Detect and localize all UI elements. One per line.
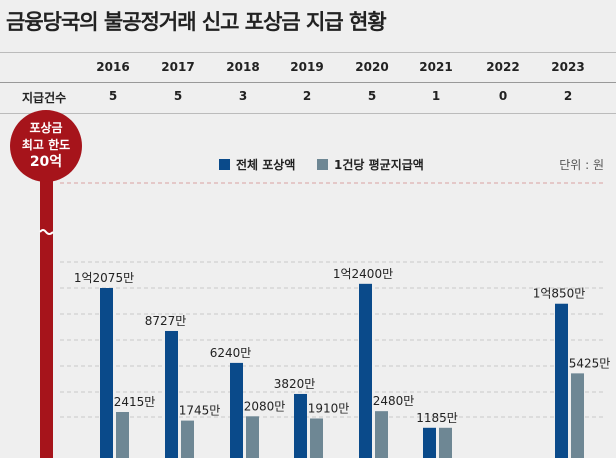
badge-line: 최고 한도 bbox=[21, 138, 71, 152]
data-label: 3820만 bbox=[274, 377, 316, 391]
bar-avg bbox=[246, 416, 259, 458]
count-value: 5 bbox=[173, 89, 183, 103]
data-label: 2080만 bbox=[244, 399, 286, 413]
bar-avg bbox=[116, 412, 129, 458]
year-label: 2022 bbox=[486, 60, 520, 74]
unit-label: 단위 : 원 bbox=[559, 158, 604, 172]
bar-total bbox=[555, 303, 568, 458]
bar-avg bbox=[181, 420, 194, 458]
bar-avg bbox=[571, 373, 584, 458]
divider bbox=[0, 52, 616, 53]
limit-pole bbox=[40, 150, 53, 458]
count-value: 0 bbox=[498, 89, 508, 103]
year-label: 2019 bbox=[290, 60, 324, 74]
data-label: 1억850만 bbox=[533, 287, 586, 301]
year-row: 2016 2017 2018 2019 2020 2021 2022 2023 bbox=[0, 60, 616, 88]
year-label: 2020 bbox=[355, 60, 389, 74]
data-label: 1745만 bbox=[179, 404, 221, 418]
year-label: 2016 bbox=[96, 60, 130, 74]
legend-label: 1건당 평균지급액 bbox=[334, 158, 424, 172]
count-value: 2 bbox=[563, 89, 573, 103]
count-value: 3 bbox=[238, 89, 248, 103]
data-label: 1910만 bbox=[308, 401, 350, 415]
badge-line: 20억 bbox=[29, 154, 63, 170]
data-label: 5425만 bbox=[569, 356, 611, 370]
count-value: 5 bbox=[108, 89, 118, 103]
data-label: 1185만 bbox=[416, 411, 458, 425]
data-label: 2480만 bbox=[373, 394, 415, 408]
bar-total bbox=[165, 330, 178, 458]
count-row: 지급건수 5 5 3 2 5 1 0 2 bbox=[0, 89, 616, 117]
year-label: 2017 bbox=[161, 60, 195, 74]
bar-avg bbox=[310, 418, 323, 458]
bar-avg bbox=[439, 427, 452, 458]
chart-title: 금융당국의 불공정거래 신고 포상금 지급 현황 bbox=[6, 10, 387, 34]
data-label: 1억2075만 bbox=[74, 271, 134, 285]
bar-total bbox=[100, 288, 113, 458]
data-label: 1억2400만 bbox=[333, 267, 393, 281]
legend-item-total: 전체 포상액 bbox=[219, 156, 295, 173]
bar-avg bbox=[375, 411, 388, 458]
count-value: 2 bbox=[302, 89, 312, 103]
count-value: 1 bbox=[431, 89, 441, 103]
legend-item-avg: 1건당 평균지급액 bbox=[317, 156, 424, 173]
legend-swatch bbox=[317, 159, 328, 170]
axis-break-icon bbox=[39, 229, 54, 235]
bar-total bbox=[294, 393, 307, 458]
year-label: 2023 bbox=[551, 60, 585, 74]
divider bbox=[0, 113, 616, 114]
year-label: 2021 bbox=[419, 60, 453, 74]
data-label: 6240만 bbox=[210, 346, 252, 360]
bar-total bbox=[359, 283, 372, 458]
divider bbox=[0, 82, 616, 83]
legend-label: 전체 포상액 bbox=[236, 158, 296, 172]
bar-total bbox=[230, 362, 243, 458]
count-value: 5 bbox=[367, 89, 377, 103]
badge-line: 포상금 bbox=[29, 121, 63, 135]
limit-badge: 포상금 최고 한도 20억 bbox=[10, 110, 82, 182]
count-row-label: 지급건수 bbox=[22, 91, 67, 105]
data-label: 8727만 bbox=[145, 314, 187, 328]
legend-swatch bbox=[219, 159, 230, 170]
year-label: 2018 bbox=[226, 60, 260, 74]
data-label: 2415만 bbox=[114, 395, 156, 409]
bar-total bbox=[423, 427, 436, 458]
